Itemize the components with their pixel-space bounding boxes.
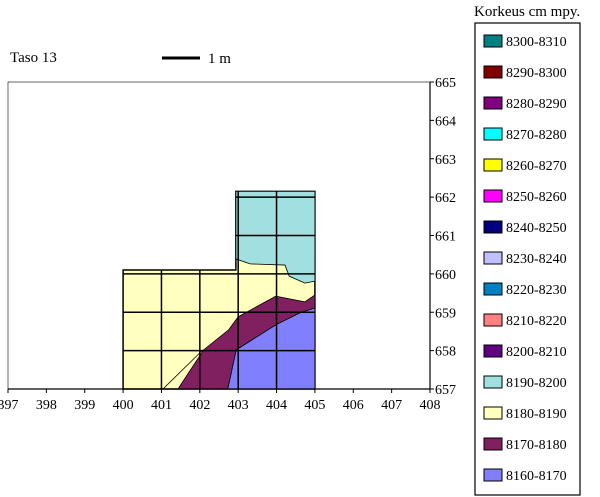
legend-label: 8240-8250 — [506, 221, 567, 236]
legend-swatch — [483, 96, 503, 110]
map-title: Taso 13 — [10, 50, 57, 66]
legend-label: 8190-8200 — [506, 376, 567, 391]
legend-swatch — [483, 127, 503, 141]
x-tick-label: 406 — [343, 398, 364, 413]
legend-swatch — [483, 189, 503, 203]
legend-swatch — [483, 468, 503, 482]
x-tick-label: 403 — [228, 398, 249, 413]
legend-swatch — [483, 406, 503, 420]
legend-title: Korkeus cm mpy. — [474, 4, 580, 20]
x-tick-label: 399 — [74, 398, 95, 413]
x-tick-label: 397 — [0, 398, 19, 413]
x-tick-label: 400 — [113, 398, 134, 413]
legend-label: 8230-8240 — [506, 252, 567, 267]
legend-label: 8160-8170 — [506, 469, 567, 484]
legend-swatch — [483, 251, 503, 265]
legend-swatch — [483, 437, 503, 451]
grid-lines — [123, 191, 315, 390]
x-tick-label: 401 — [151, 398, 172, 413]
legend-swatch — [483, 65, 503, 79]
legend-swatch — [483, 344, 503, 358]
y-tick-label: 660 — [435, 268, 456, 283]
x-tick-label: 408 — [420, 398, 441, 413]
legend-swatch — [483, 158, 503, 172]
y-tick-label: 662 — [435, 191, 456, 206]
legend-label: 8260-8270 — [506, 159, 567, 174]
y-tick-label: 657 — [435, 383, 456, 398]
y-tick-label: 664 — [435, 114, 456, 129]
legend-label: 8270-8280 — [506, 128, 567, 143]
legend-label: 8200-8210 — [506, 345, 567, 360]
legend-label: 8290-8300 — [506, 66, 567, 81]
y-tick-label: 665 — [435, 76, 456, 91]
legend-swatch — [483, 375, 503, 389]
x-tick-label: 404 — [266, 398, 287, 413]
contour-regions — [122, 190, 316, 390]
scale-label: 1 m — [208, 51, 231, 67]
y-tick-label: 659 — [435, 306, 456, 321]
legend-swatch — [483, 282, 503, 296]
y-tick-label: 663 — [435, 153, 456, 168]
x-tick-label: 407 — [381, 398, 402, 413]
y-tick-label: 658 — [435, 345, 456, 360]
legend: 8300-8310 8290-8300 8280-8290 8270-8280 8260… — [483, 34, 567, 484]
legend-label: 8220-8230 — [506, 283, 567, 298]
legend-label: 8300-8310 — [506, 35, 567, 50]
legend-swatch — [483, 313, 503, 327]
legend-swatch — [483, 34, 503, 48]
x-tick-label: 398 — [36, 398, 57, 413]
legend-label: 8210-8220 — [506, 314, 567, 329]
legend-swatch — [483, 220, 503, 234]
x-tick-label: 405 — [304, 398, 325, 413]
x-tick-label: 402 — [189, 398, 210, 413]
legend-label: 8280-8290 — [506, 97, 567, 112]
legend-label: 8180-8190 — [506, 407, 567, 422]
legend-label: 8250-8260 — [506, 190, 567, 205]
contour-line — [162, 349, 204, 390]
y-tick-label: 661 — [435, 230, 456, 245]
contour-region-8190-8200 — [235, 190, 316, 284]
axes: 397 398 399 400 401 402 403 404 405 406 407 408 665 6… — [0, 76, 456, 413]
legend-label: 8170-8180 — [506, 438, 567, 453]
